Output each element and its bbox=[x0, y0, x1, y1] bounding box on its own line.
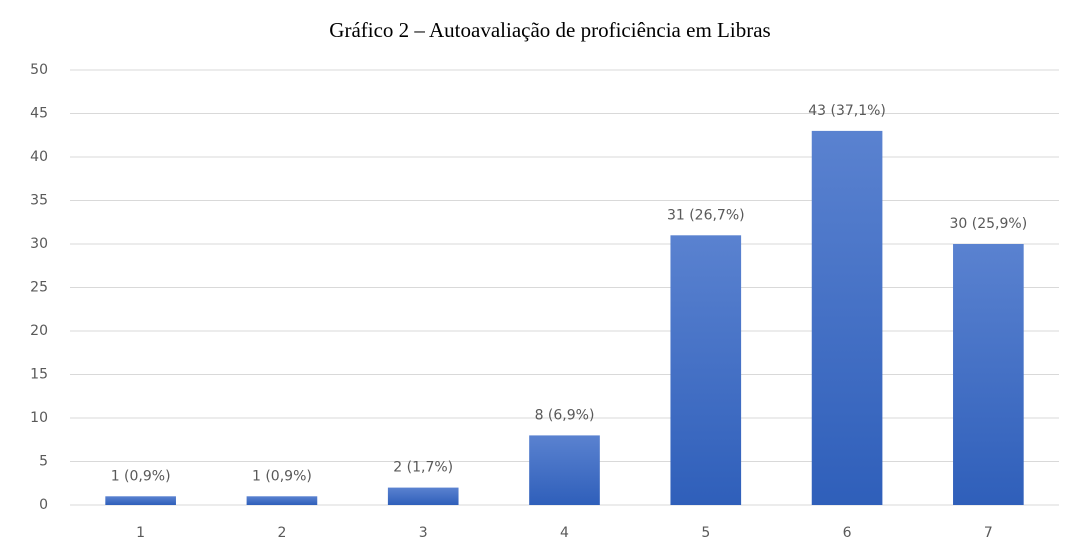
data-label: 2 (1,7%) bbox=[393, 460, 453, 476]
x-tick-label: 6 bbox=[843, 525, 852, 541]
y-tick-label: 45 bbox=[30, 106, 48, 122]
data-label: 43 (37,1%) bbox=[808, 103, 886, 119]
data-label: 30 (25,9%) bbox=[950, 216, 1028, 232]
chart-title: Gráfico 2 – Autoavaliação de proficiênci… bbox=[329, 18, 770, 42]
bar bbox=[387, 487, 459, 505]
y-tick-label: 30 bbox=[30, 236, 48, 252]
y-tick-label: 35 bbox=[30, 193, 48, 209]
bar bbox=[811, 130, 883, 505]
bar bbox=[246, 496, 318, 505]
x-tick-label: 1 bbox=[136, 525, 145, 541]
x-tick-label: 3 bbox=[419, 525, 428, 541]
data-label: 1 (0,9%) bbox=[111, 468, 171, 484]
bar bbox=[670, 235, 742, 506]
y-tick-label: 0 bbox=[39, 497, 48, 513]
data-label: 1 (0,9%) bbox=[252, 468, 312, 484]
x-tick-label: 2 bbox=[277, 525, 286, 541]
y-tick-label: 15 bbox=[30, 367, 48, 383]
y-tick-label: 5 bbox=[39, 454, 48, 470]
data-label: 8 (6,9%) bbox=[535, 407, 595, 423]
x-tick-label: 5 bbox=[701, 525, 710, 541]
y-tick-label: 25 bbox=[30, 280, 48, 296]
bar bbox=[529, 435, 600, 505]
y-tick-label: 10 bbox=[30, 410, 48, 426]
bar bbox=[105, 496, 176, 505]
y-tick-label: 50 bbox=[30, 62, 48, 78]
y-tick-label: 20 bbox=[30, 323, 48, 339]
bar bbox=[953, 244, 1024, 505]
y-tick-label: 40 bbox=[30, 149, 48, 165]
x-tick-label: 7 bbox=[984, 525, 993, 541]
x-tick-label: 4 bbox=[560, 525, 569, 541]
data-label: 31 (26,7%) bbox=[667, 207, 745, 223]
